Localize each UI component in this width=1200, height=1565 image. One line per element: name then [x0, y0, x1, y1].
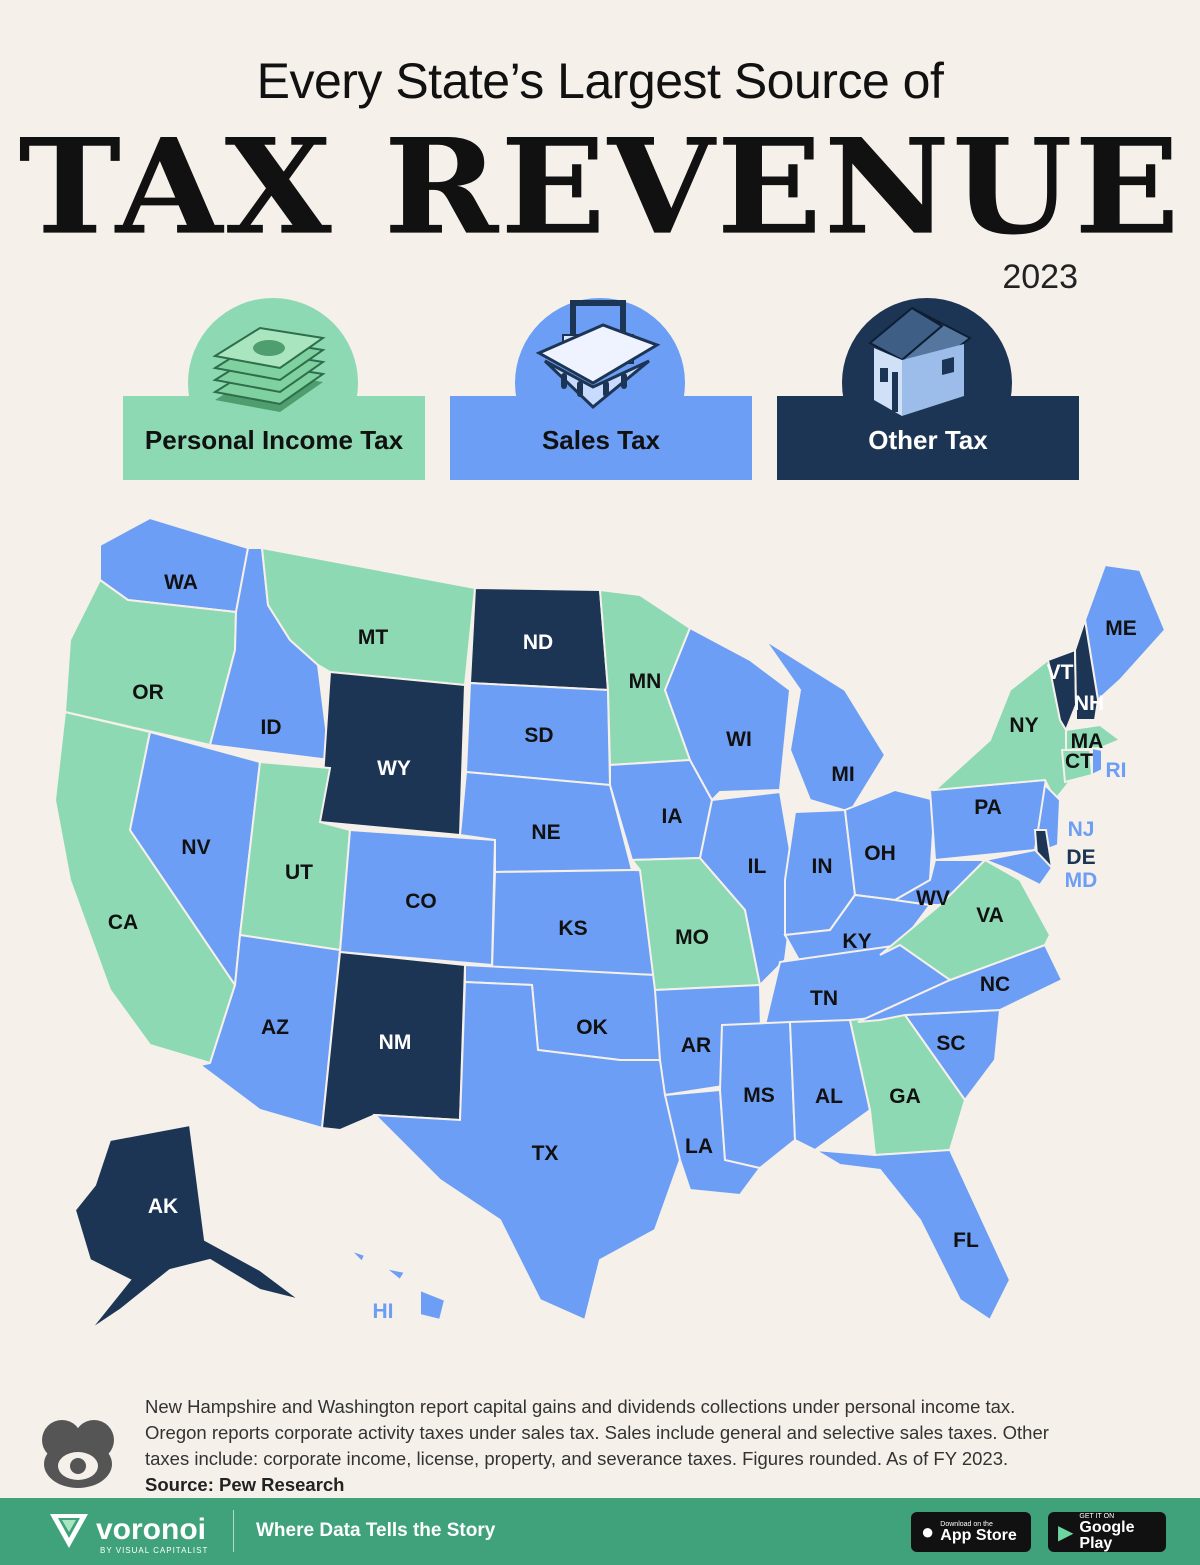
- state-label-nm: NM: [379, 1031, 412, 1054]
- state-label-ca: CA: [108, 911, 138, 934]
- state-al: [788, 1018, 872, 1152]
- appstore-label: App Store: [940, 1526, 1017, 1544]
- state-label-hi: HI: [373, 1300, 394, 1323]
- state-label-nh: NH: [1074, 692, 1104, 715]
- state-label-nc: NC: [980, 973, 1010, 996]
- state-label-md: MD: [1065, 869, 1098, 892]
- state-ri: [1091, 746, 1103, 777]
- footer-divider: [233, 1510, 234, 1552]
- us-map: WA OR CA ID NV MT WY UT AZ CO NM ND SD NE KS OK TX MN IA MO…: [0, 500, 1200, 1380]
- state-label-va: VA: [976, 904, 1004, 927]
- title-line-1: Every State’s Largest Source of: [256, 53, 944, 109]
- state-label-id: ID: [261, 716, 282, 739]
- state-label-nj: NJ: [1068, 818, 1095, 841]
- state-label-ma: MA: [1071, 730, 1104, 753]
- voronoi-brand[interactable]: voronoi BY VISUAL CAPITALIST: [48, 1510, 207, 1555]
- state-label-mo: MO: [675, 926, 709, 949]
- visual-capitalist-logo: [42, 1420, 114, 1488]
- state-label-vt: VT: [1047, 661, 1074, 684]
- app-store-button[interactable]: ● Download on the App Store: [911, 1512, 1031, 1552]
- googleplay-small-label: GET IT ON: [1079, 1512, 1115, 1520]
- state-label-mn: MN: [629, 670, 662, 693]
- state-label-tx: TX: [532, 1142, 559, 1165]
- legend-sales-label: Sales Tax: [541, 424, 661, 455]
- state-label-mi: MI: [831, 763, 854, 786]
- state-label-ms: MS: [743, 1084, 775, 1107]
- state-label-tn: TN: [810, 987, 838, 1010]
- state-label-il: IL: [748, 855, 767, 878]
- google-play-button[interactable]: ▶ GET IT ON Google Play: [1048, 1512, 1166, 1552]
- state-nh: [1073, 619, 1100, 721]
- state-label-ky: KY: [842, 930, 871, 953]
- appstore-small-label: Download on the: [940, 1520, 993, 1528]
- state-wi: [663, 626, 792, 802]
- state-mi: [764, 639, 887, 814]
- shopping-basket-icon: [535, 300, 661, 410]
- state-label-in: IN: [812, 855, 833, 878]
- state-label-ks: KS: [558, 917, 587, 940]
- state-label-ut: UT: [285, 861, 313, 884]
- legend-other-label: Other Tax: [868, 424, 988, 455]
- tagline: Where Data Tells the Story: [256, 1520, 496, 1541]
- legend-income-label: Personal Income Tax: [144, 424, 404, 455]
- state-label-sd: SD: [524, 724, 553, 747]
- state-label-wi: WI: [726, 728, 752, 751]
- legend-item-other: Other Tax: [777, 396, 1079, 480]
- footer-bar: voronoi BY VISUAL CAPITALIST Where Data …: [0, 1498, 1200, 1565]
- year-label: 2023: [1002, 258, 1078, 296]
- apple-icon: ●: [921, 1519, 935, 1544]
- page-title: TAX REVENUE: [18, 109, 1182, 264]
- brand-sub: BY VISUAL CAPITALIST: [100, 1546, 209, 1555]
- state-label-ct: CT: [1065, 750, 1093, 773]
- footnote-text: New Hampshire and Washington report capi…: [145, 1396, 1049, 1469]
- state-ma: [1065, 723, 1123, 752]
- state-label-fl: FL: [953, 1229, 979, 1252]
- state-label-sc: SC: [936, 1032, 965, 1055]
- state-label-de: DE: [1066, 846, 1095, 869]
- state-wy: [318, 670, 467, 837]
- state-tx: [372, 980, 682, 1322]
- state-label-ri: RI: [1106, 759, 1127, 782]
- state-label-pa: PA: [974, 796, 1002, 819]
- state-label-nd: ND: [523, 631, 553, 654]
- state-label-la: LA: [685, 1135, 713, 1158]
- state-label-oh: OH: [864, 842, 896, 865]
- legend-item-sales: Sales Tax: [450, 396, 752, 480]
- footnote-source: Source: Pew Research: [145, 1474, 345, 1495]
- state-label-ne: NE: [531, 821, 560, 844]
- footnote: New Hampshire and Washington report capi…: [145, 1394, 1070, 1498]
- state-label-ar: AR: [681, 1034, 711, 1057]
- state-label-al: AL: [815, 1085, 843, 1108]
- state-label-mt: MT: [358, 626, 388, 649]
- google-play-icon: ▶: [1058, 1521, 1074, 1544]
- state-fl: [814, 1148, 1012, 1322]
- house-icon: [868, 306, 972, 416]
- state-label-nv: NV: [181, 836, 210, 859]
- brand-name: voronoi: [96, 1513, 206, 1546]
- state-label-ia: IA: [662, 805, 683, 828]
- state-label-wv: WV: [916, 887, 950, 910]
- state-hi: [349, 1249, 447, 1322]
- state-label-ak: AK: [148, 1195, 178, 1218]
- state-label-co: CO: [405, 890, 437, 913]
- state-label-wy: WY: [377, 757, 411, 780]
- state-label-az: AZ: [261, 1016, 289, 1039]
- money-stack-icon: [212, 326, 326, 412]
- googleplay-label: Google Play: [1079, 1518, 1135, 1552]
- state-label-ny: NY: [1009, 714, 1038, 737]
- state-label-ga: GA: [889, 1085, 921, 1108]
- state-label-wa: WA: [164, 571, 198, 594]
- state-md: [981, 848, 1054, 887]
- state-ak: [73, 1123, 301, 1331]
- us-map-svg: WA OR CA ID NV MT WY UT AZ CO NM ND SD NE KS OK TX MN IA MO…: [53, 516, 1167, 1331]
- state-vt: [1046, 648, 1078, 733]
- state-label-ok: OK: [576, 1016, 608, 1039]
- state-label-me: ME: [1105, 617, 1137, 640]
- state-il: [698, 790, 797, 988]
- voronoi-logo-icon: [50, 1514, 88, 1548]
- state-label-or: OR: [132, 681, 164, 704]
